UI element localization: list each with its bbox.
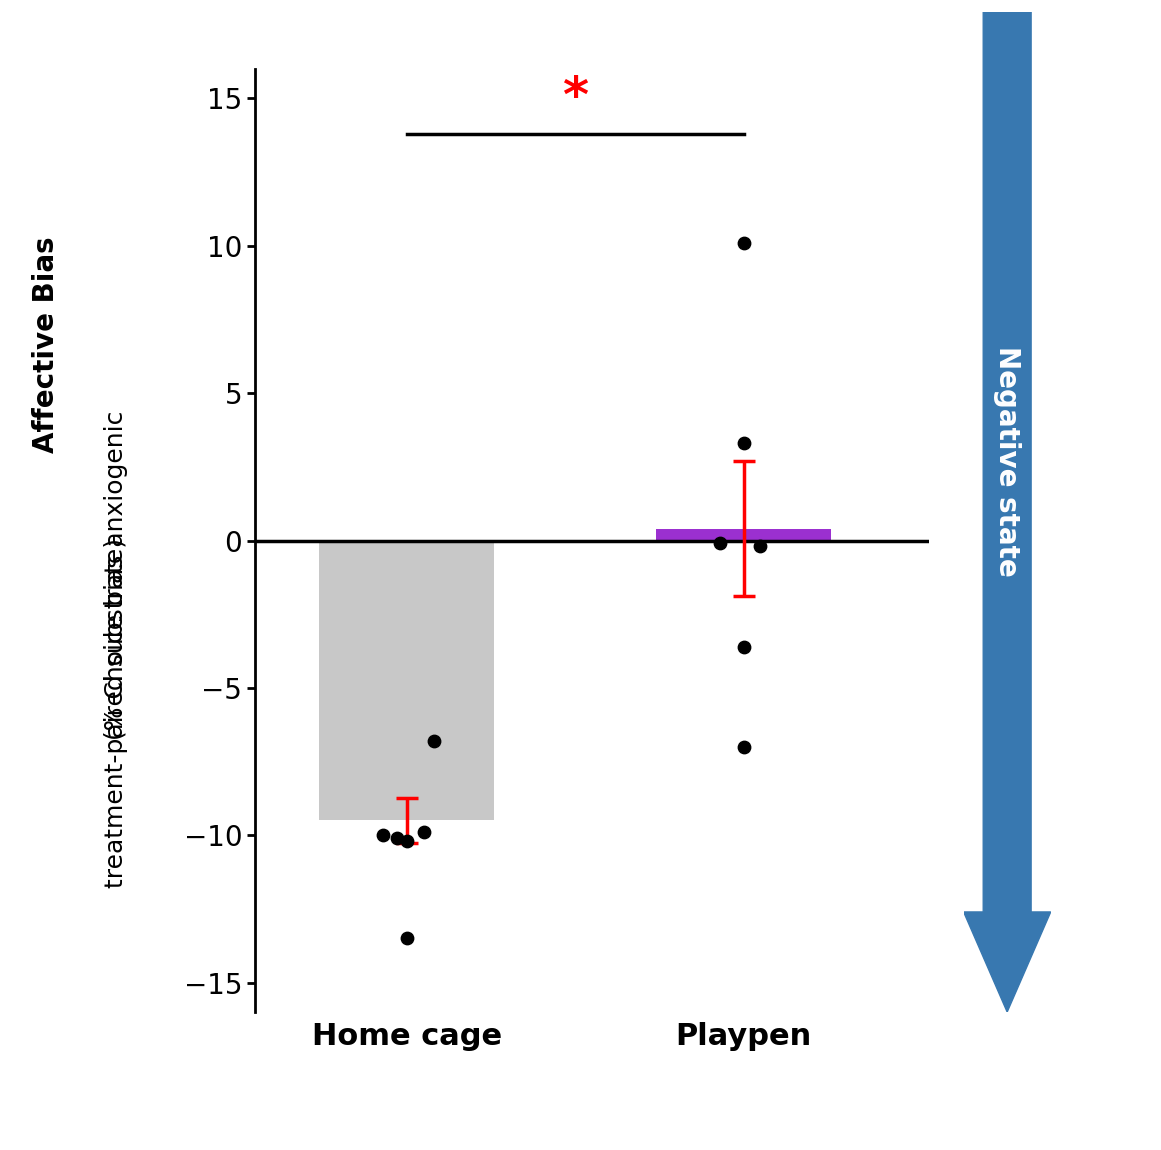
Point <box>734 233 752 252</box>
Text: Negative state: Negative state <box>993 346 1022 577</box>
Polygon shape <box>964 12 1051 1012</box>
Point <box>397 831 416 850</box>
Point <box>734 434 752 452</box>
Point <box>397 929 416 948</box>
Point <box>734 637 752 655</box>
Text: Affective Bias: Affective Bias <box>33 237 60 453</box>
Point <box>751 537 770 555</box>
Point <box>414 823 433 842</box>
Text: *: * <box>562 74 589 122</box>
Point <box>374 826 392 844</box>
Text: treatment-paired substrate): treatment-paired substrate) <box>104 538 128 888</box>
Bar <box>656 529 831 540</box>
Point <box>388 829 406 848</box>
Point <box>425 731 444 750</box>
Point <box>711 535 729 553</box>
Point <box>734 737 752 756</box>
Text: (% Choice bias anxiogenic: (% Choice bias anxiogenic <box>104 411 128 739</box>
Bar <box>319 540 495 820</box>
